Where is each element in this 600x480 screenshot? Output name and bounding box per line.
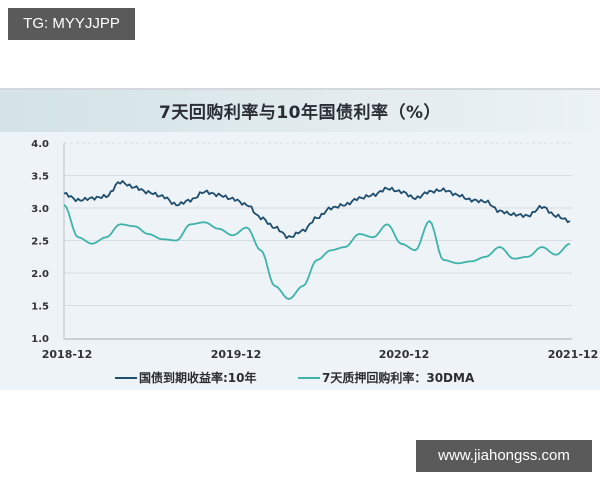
legend-item-10y: 国债到期收益率:10年 — [115, 369, 257, 386]
legend-label-7d: 7天质押回购利率：30DMA — [322, 371, 475, 385]
y-axis-ticks: 4.0 3.5 3.0 2.5 2.0 1.5 1.0 — [31, 139, 49, 345]
y-tick-label: 2.0 — [31, 269, 49, 280]
series-line-7d-repo — [63, 204, 571, 300]
gridlines — [64, 142, 572, 306]
watermark-bottom: www.jiahongss.com — [416, 440, 592, 472]
x-tick-label: 2020-12 — [379, 348, 430, 361]
chart-title: 7天回购利率与10年国债利率（%） — [158, 103, 442, 123]
x-axis-ticks: 2018-12 2019-12 2020-12 2021-12 — [42, 348, 599, 361]
x-tick-label: 2018-12 — [42, 348, 93, 361]
legend-swatch-10y-icon — [115, 376, 137, 379]
y-tick-label: 1.5 — [31, 302, 49, 313]
x-tick-label: 2019-12 — [211, 348, 262, 361]
legend-swatch-7d-icon — [298, 376, 320, 379]
y-tick-label: 4.0 — [31, 139, 49, 150]
legend-label-10y: 国债到期收益率:10年 — [139, 371, 257, 385]
chart-legend: 国债到期收益率:10年 7天质押回购利率：30DMA — [0, 369, 600, 387]
y-tick-label: 3.5 — [31, 172, 49, 183]
chart-header: 7天回购利率与10年国债利率（%） — [0, 90, 600, 132]
y-tick-label: 1.0 — [31, 334, 49, 345]
series-line-10y-bond — [63, 180, 571, 240]
legend-item-7d: 7天质押回购利率：30DMA — [298, 369, 474, 386]
y-tick-label: 3.0 — [31, 204, 49, 215]
watermark-top: TG: MYYJJPP — [8, 8, 135, 40]
y-tick-label: 2.5 — [31, 237, 49, 248]
x-tick-label: 2021-12 — [548, 348, 599, 361]
